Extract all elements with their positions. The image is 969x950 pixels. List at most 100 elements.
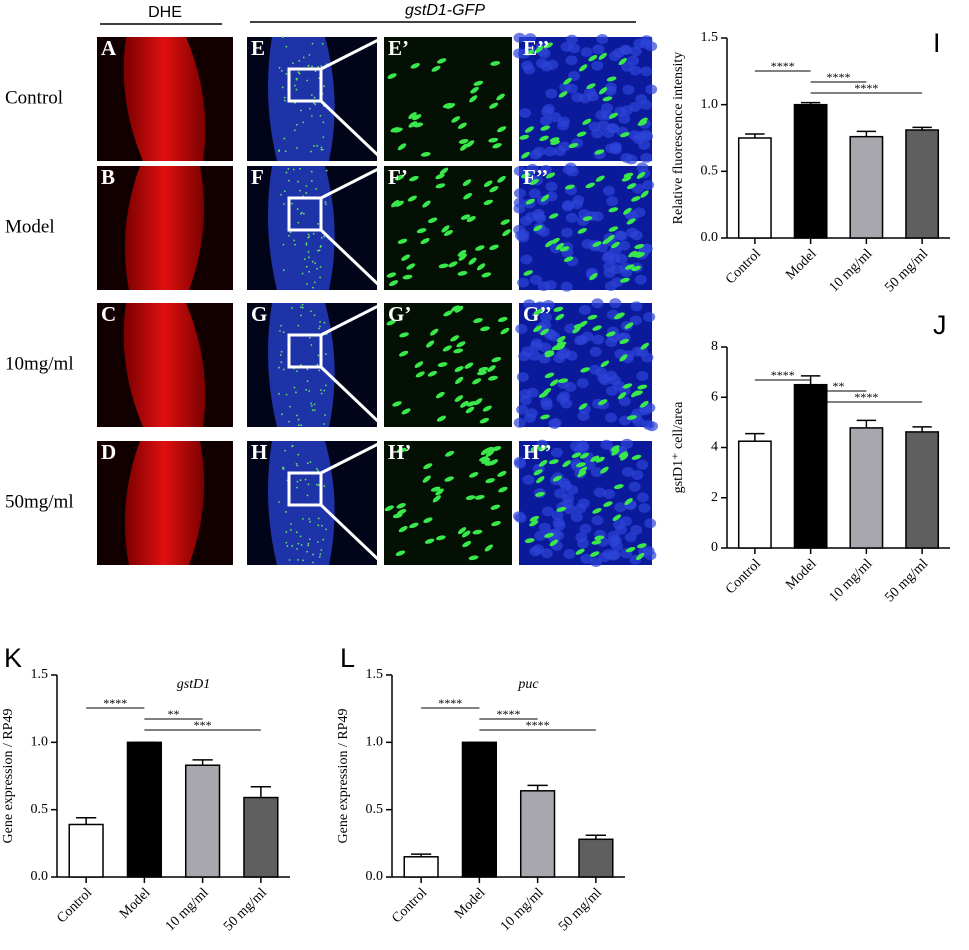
panel-letter: G <box>251 302 267 326</box>
nucleus <box>604 82 617 93</box>
gfp-cell <box>543 42 553 49</box>
gfp-dot <box>279 330 281 332</box>
bar <box>793 103 828 239</box>
gfp-cell <box>466 216 476 222</box>
nucleus <box>548 418 561 429</box>
x-tick-label: Control <box>389 885 430 926</box>
gfp-dot <box>318 369 321 372</box>
gfp-cell <box>488 137 499 143</box>
x-tick-label: 10 mg/ml <box>827 556 876 605</box>
nucleus <box>626 227 639 238</box>
gfp-cell <box>565 184 575 190</box>
gfp-cell <box>606 76 617 82</box>
gfp-dot <box>313 102 315 104</box>
gfp-cell <box>592 325 602 331</box>
nucleus <box>560 281 573 292</box>
gfp-dot <box>283 96 286 99</box>
gfp-cell <box>462 179 472 187</box>
gfp-dot <box>314 103 317 106</box>
gfp-dot <box>305 388 308 391</box>
nucleus <box>629 46 642 57</box>
nucleus <box>539 115 552 126</box>
gfp-cell <box>636 552 645 561</box>
gfp-dot <box>313 314 316 317</box>
micrograph: H’’ <box>513 438 657 568</box>
gfp-dot <box>282 269 285 272</box>
gfp-dot <box>293 84 296 87</box>
gfp-dot <box>323 85 325 88</box>
gfp-dot <box>288 234 290 237</box>
gfp-dot <box>280 350 283 353</box>
gfp-dot <box>300 306 302 309</box>
nucleus <box>601 102 614 113</box>
gfp-dot <box>279 354 282 356</box>
gfp-cell <box>468 555 479 561</box>
tissue <box>124 441 205 565</box>
bar <box>461 741 498 878</box>
gfp-cell <box>396 503 406 509</box>
nucleus <box>618 240 631 251</box>
gfp-dot <box>325 528 327 531</box>
nucleus <box>561 201 574 212</box>
gfp-cell <box>489 102 499 109</box>
gfp-dot <box>306 368 309 371</box>
gfp-cell <box>575 462 586 468</box>
nucleus <box>607 550 620 561</box>
y-tick-label: 1.0 <box>366 735 384 750</box>
gfp-cell <box>606 234 615 242</box>
nucleus <box>556 349 569 360</box>
gfp-cell <box>625 264 635 270</box>
gfp-cell <box>587 314 598 320</box>
gfp-dot <box>296 480 299 483</box>
nucleus <box>591 515 604 526</box>
gfp-dot <box>305 192 308 194</box>
gfp-cell <box>594 535 605 541</box>
gfp-cell <box>457 249 467 257</box>
nucleus <box>556 393 569 404</box>
row-label: Model <box>5 216 55 237</box>
gfp-cell <box>490 504 501 510</box>
nucleus <box>604 281 617 292</box>
gfp-dot <box>320 237 323 239</box>
gfp-dot <box>317 354 320 357</box>
gfp-cell <box>435 535 446 541</box>
gfp-dot <box>306 79 309 82</box>
micrograph: E’ <box>384 36 512 161</box>
gfp-dot <box>301 272 304 275</box>
gfp-dot <box>320 148 323 151</box>
gfp-cell <box>540 328 549 336</box>
gfp-dot <box>285 73 288 75</box>
gfp-dot <box>317 469 319 472</box>
nucleus <box>608 51 621 62</box>
gfp-cell <box>481 458 491 464</box>
gfp-dot <box>281 86 284 89</box>
x-tick-label: Control <box>723 556 764 597</box>
zoom-line <box>320 35 385 71</box>
gfp-cell <box>431 65 441 72</box>
gfp-cell <box>631 265 641 272</box>
gfp-dot <box>311 42 314 45</box>
y-tick-label: 0.0 <box>701 230 719 245</box>
nucleus <box>530 338 543 349</box>
gfp-cell <box>529 515 540 522</box>
nucleus <box>622 84 635 95</box>
zoom-line <box>319 228 386 292</box>
gfp-dot <box>307 236 310 239</box>
nucleus <box>606 196 619 207</box>
tissue <box>123 37 206 161</box>
gfp-cell <box>573 323 584 329</box>
gfp-cell <box>637 543 647 549</box>
gfp-cell <box>407 195 417 202</box>
gfp-cell <box>562 460 571 468</box>
nucleus <box>534 301 547 312</box>
gfp-cell <box>502 229 511 237</box>
gfp-cell <box>529 520 539 527</box>
gfp-cell <box>388 280 399 287</box>
nucleus <box>642 419 655 430</box>
panel-letter: H’ <box>388 440 411 464</box>
chart-title: gstD1 <box>177 677 210 692</box>
gfp-dot <box>321 148 324 151</box>
gfp-dot <box>321 524 323 527</box>
gfp-cell <box>487 365 496 372</box>
gfp-dot <box>297 558 299 561</box>
